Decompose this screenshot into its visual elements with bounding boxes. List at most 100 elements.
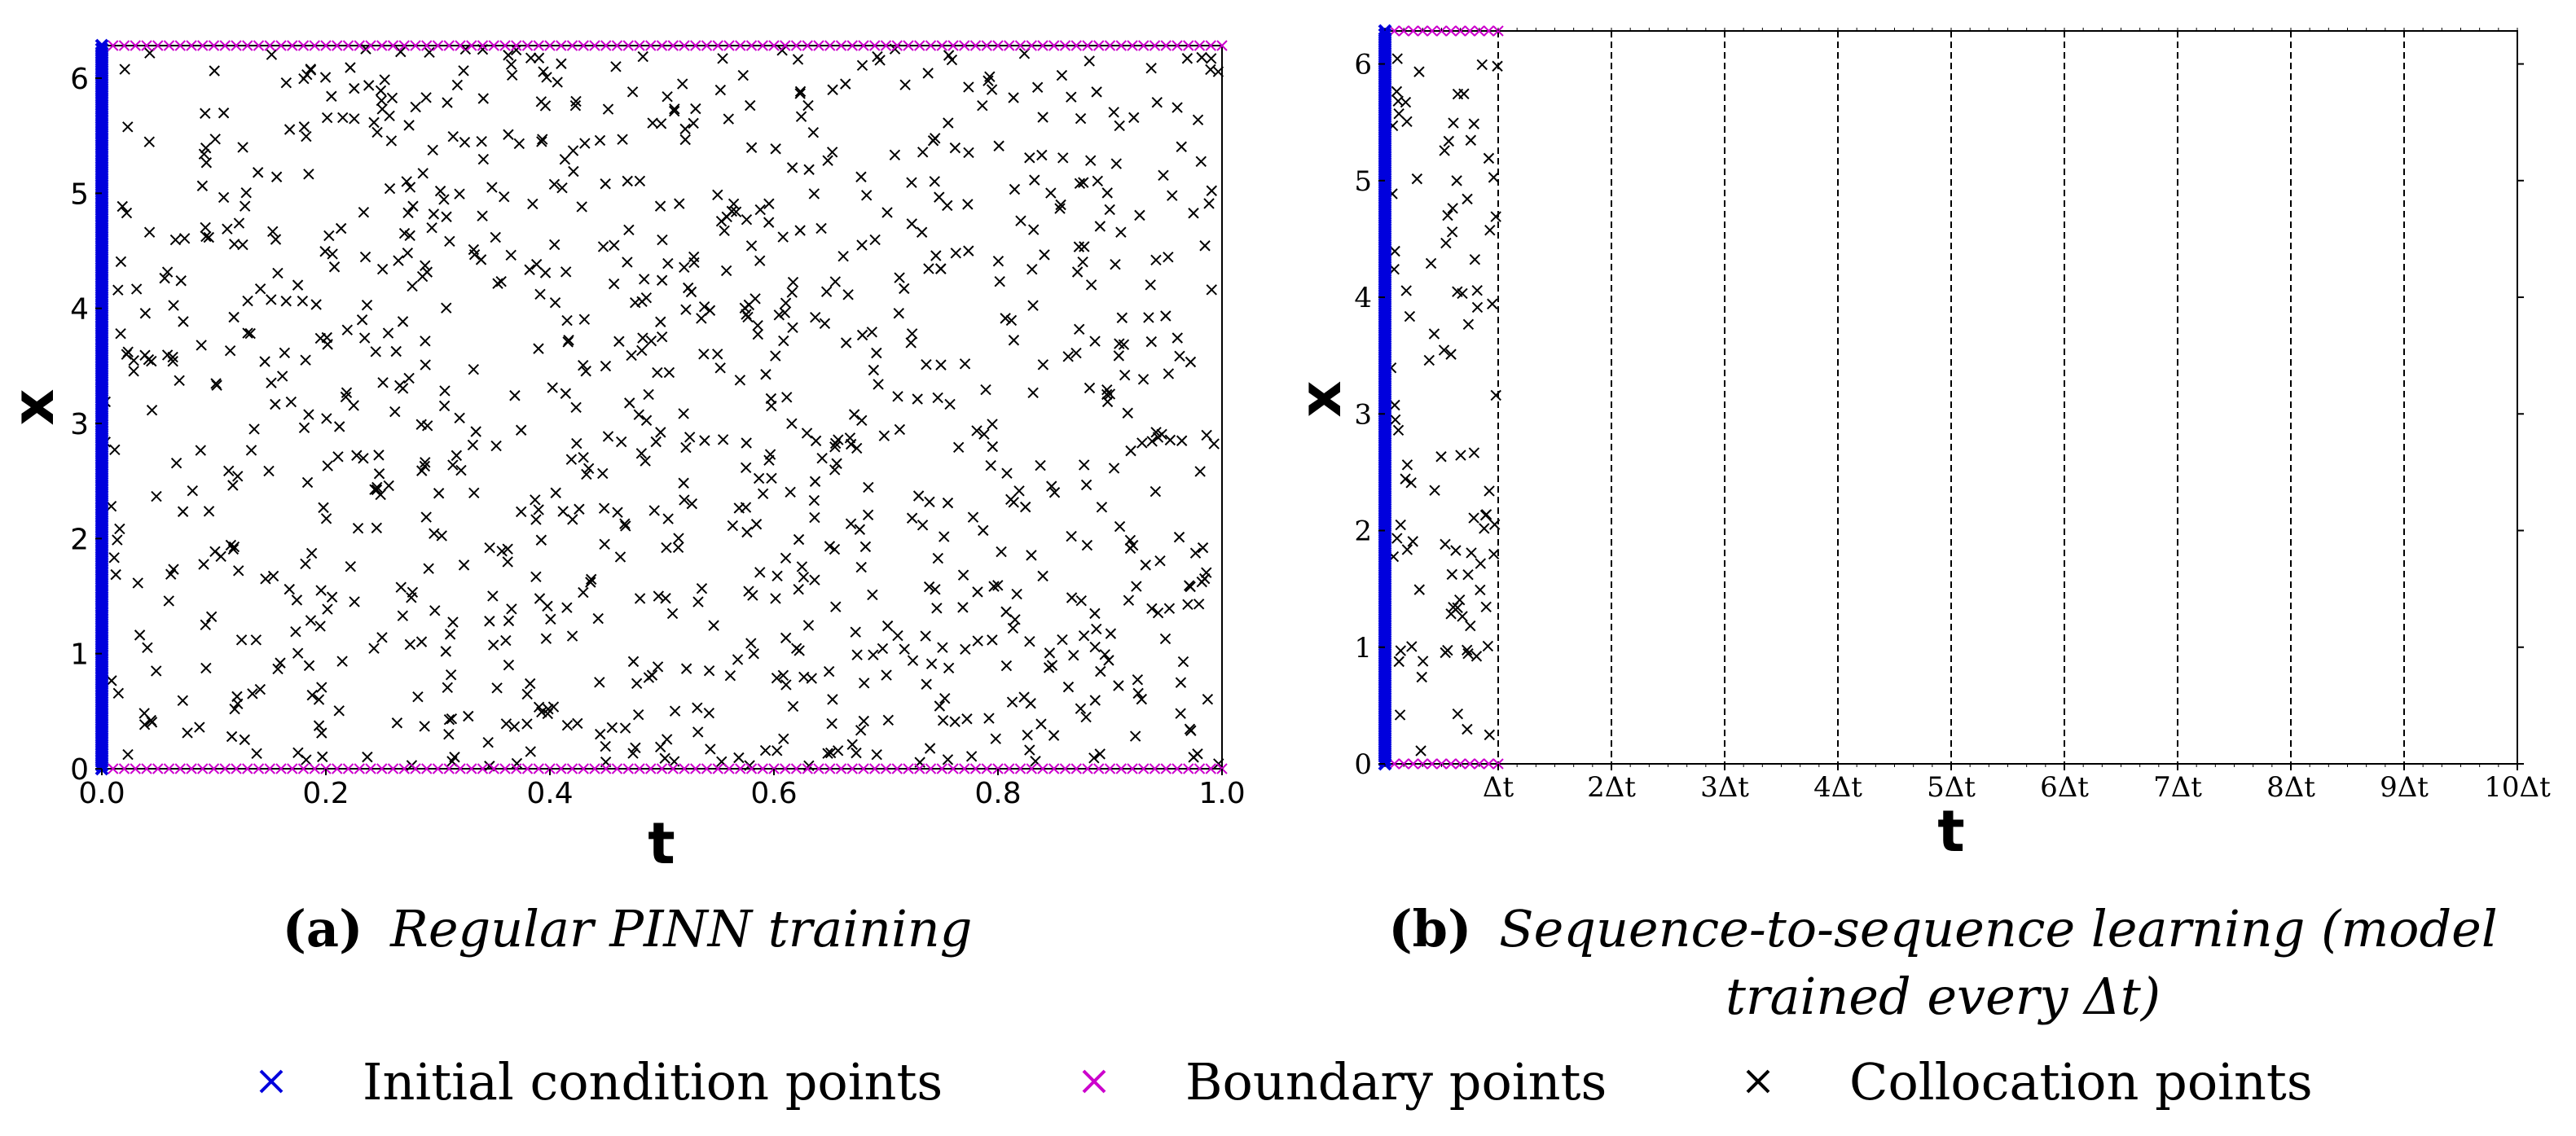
collocation-point (397, 316, 409, 327)
collocation-point (1415, 745, 1426, 757)
collocation-point (1078, 629, 1090, 642)
collocation-point (1406, 641, 1418, 652)
collocation-point (383, 480, 394, 492)
collocation-point (1488, 172, 1500, 183)
collocation-point (1119, 369, 1131, 381)
collocation-point (1462, 723, 1473, 735)
collocation-point (455, 464, 467, 476)
collocation-point (416, 465, 428, 476)
boundary-point (309, 763, 320, 774)
panel-b-caption-line1: (b) Sequence-to-sequence learning (model (1388, 899, 2497, 958)
collocation-point (556, 182, 568, 194)
collocation-point (200, 107, 211, 119)
collocation-point (292, 647, 304, 659)
boundary-point (287, 763, 298, 774)
collocation-point (360, 43, 371, 55)
boundary-point (835, 763, 847, 774)
collocation-point (1479, 523, 1490, 534)
collocation-point (856, 59, 868, 71)
collocation-point (507, 69, 518, 81)
collocation-point (827, 84, 838, 95)
collocation-point (850, 626, 861, 638)
collocation-point (796, 561, 808, 572)
collocation-point (924, 743, 936, 754)
collocation-point (515, 424, 527, 436)
boundary-point (1464, 758, 1475, 770)
collocation-point (195, 445, 206, 456)
collocation-point (349, 596, 360, 607)
y-tick-label: 2 (70, 523, 89, 556)
collocation-point (1132, 673, 1144, 686)
collocation-point (737, 69, 749, 81)
collocation-point (766, 400, 777, 412)
collocation-point (654, 200, 666, 212)
boundary-point (768, 40, 780, 51)
collocation-point (753, 472, 765, 485)
collocation-point (1104, 204, 1115, 216)
collocation-point (463, 710, 474, 722)
collocation-point (1066, 530, 1077, 542)
boundary-point (130, 40, 141, 51)
collocation-point (845, 518, 857, 529)
collocation-point (1136, 437, 1148, 449)
collocation-point (548, 239, 560, 251)
collocation-point (620, 520, 631, 532)
collocation-point (633, 409, 645, 420)
collocation-point (247, 688, 258, 700)
collocation-point (1035, 459, 1046, 472)
boundary-point (869, 763, 881, 774)
collocation-point (612, 507, 623, 518)
collocation-point (939, 692, 951, 704)
collocation-point (851, 649, 863, 660)
collocation-point (648, 505, 660, 516)
collocation-point (1113, 680, 1124, 691)
collocation-point (580, 366, 591, 377)
collocation-point (1205, 64, 1216, 76)
collocation-point (484, 542, 495, 554)
collocation-point (242, 295, 253, 307)
collocation-point (314, 621, 326, 632)
collocation-point (279, 347, 291, 359)
collocation-point (1404, 310, 1416, 322)
collocation-point (426, 221, 437, 234)
collocation-point (717, 434, 729, 445)
collocation-point (298, 72, 310, 85)
collocation-point (508, 721, 521, 733)
collocation-point (362, 751, 373, 763)
collocation-point (182, 727, 193, 739)
collocation-point (1480, 601, 1492, 613)
boundary-point (869, 40, 881, 51)
collocation-point (379, 74, 390, 86)
collocation-point (290, 626, 301, 638)
boundary-point (1048, 40, 1060, 51)
collocation-point (602, 431, 614, 442)
collocation-point (323, 230, 335, 242)
collocation-point (228, 239, 240, 250)
collocation-point (872, 50, 883, 63)
collocation-point (666, 607, 679, 620)
collocation-point (1110, 258, 1121, 270)
collocation-point (1400, 285, 1412, 296)
collocation-point (442, 682, 454, 694)
collocation-point (345, 561, 356, 572)
collocation-point (386, 92, 398, 103)
collocation-point (1197, 542, 1209, 554)
boundary-point (757, 40, 768, 51)
boundary-point (466, 763, 477, 774)
collocation-point (468, 364, 479, 375)
collocation-point (322, 339, 333, 350)
collocation-point (239, 200, 251, 212)
collocation-point (698, 349, 710, 360)
collocation-point (771, 672, 783, 684)
collocation-point (1163, 368, 1175, 379)
collocation-point (1203, 198, 1215, 209)
collocation-point (920, 630, 931, 642)
collocation-point (942, 754, 954, 765)
collocation-point (730, 206, 742, 217)
collocation-point (200, 157, 213, 169)
boundary-point (1093, 763, 1105, 774)
collocation-point (844, 432, 856, 444)
collocation-point (356, 314, 368, 326)
boundary-point (634, 40, 645, 51)
collocation-point (967, 511, 979, 523)
